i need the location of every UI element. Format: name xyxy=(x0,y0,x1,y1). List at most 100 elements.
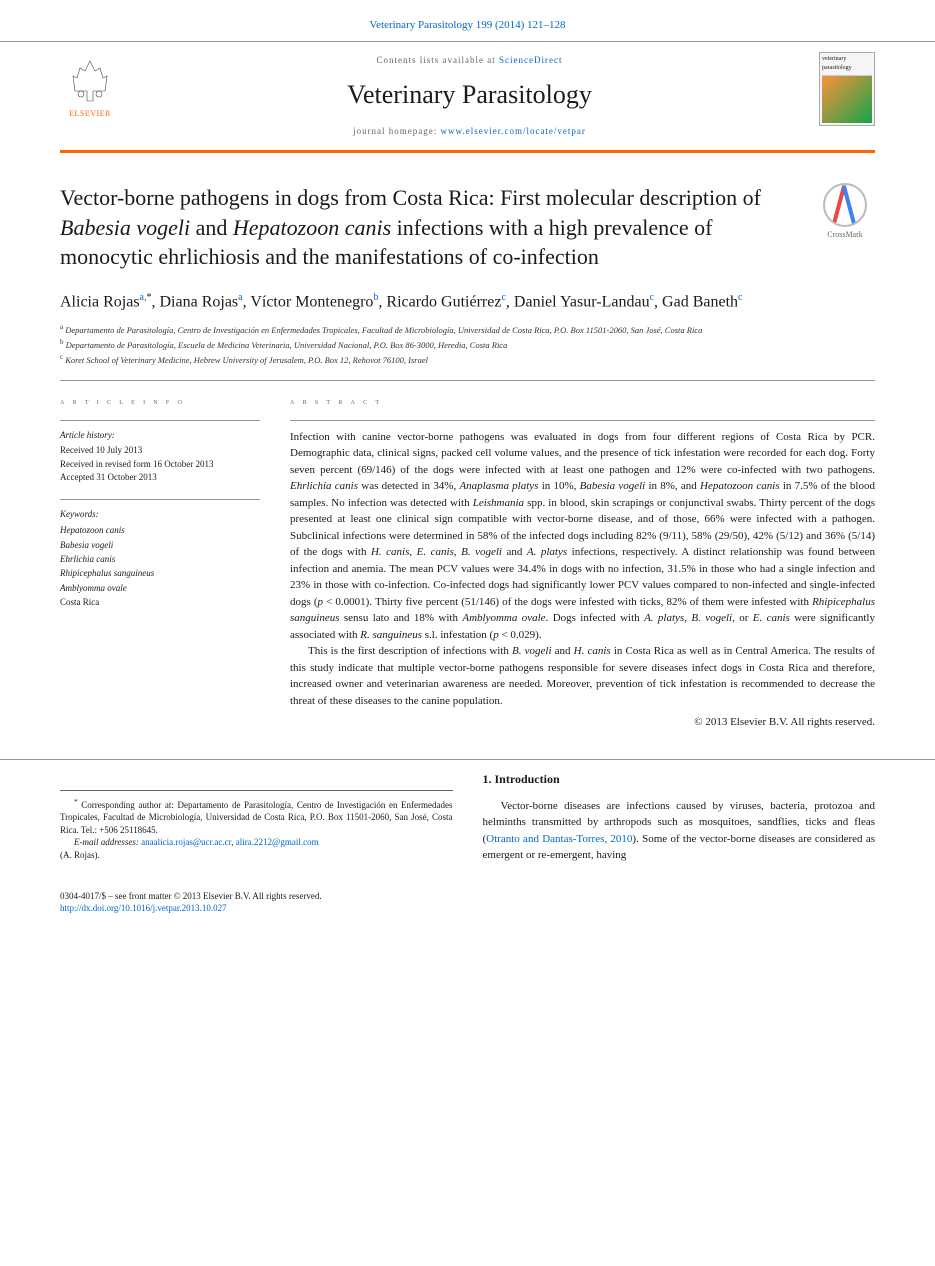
author-3-aff: b xyxy=(373,292,378,303)
footer: 0304-4017/$ – see front matter © 2013 El… xyxy=(0,884,935,935)
article-info-column: A R T I C L E I N F O Article history: R… xyxy=(60,395,260,730)
abs-i16: R. sanguineus xyxy=(360,629,422,641)
elsevier-tree-icon xyxy=(65,56,115,106)
intro-cite-link[interactable]: Otranto and Dantas-Torres, 2010 xyxy=(486,833,632,845)
kw3: Ehrlichia canis xyxy=(60,552,260,566)
abstract-column: A B S T R A C T Infection with canine ve… xyxy=(290,395,875,730)
intro-heading: 1. Introduction xyxy=(483,770,876,788)
history-revised: Received in revised form 16 October 2013 xyxy=(60,458,260,472)
abs-p2b: and xyxy=(552,645,574,657)
history-block: Article history: Received 10 July 2013 R… xyxy=(60,429,260,485)
author-4: Ricardo Gutiérrez xyxy=(386,293,501,310)
corr-email1[interactable]: anaalicia.rojas@ucr.ac.cr xyxy=(141,837,231,847)
abs-p1d: in 8%, and xyxy=(645,480,700,492)
article-main: Vector-borne pathogens in dogs from Cost… xyxy=(0,153,935,751)
keywords-block: Keywords: Hepatozoon canis Babesia vogel… xyxy=(60,508,260,610)
body-columns: * Corresponding author at: Departamento … xyxy=(0,759,935,884)
abs-p1i: and xyxy=(502,546,527,558)
abs-p2i1: B. vogeli xyxy=(512,645,551,657)
kw5: Amblyomma ovale xyxy=(60,581,260,595)
cover-title: veterinary parasitology xyxy=(822,55,872,75)
abs-i13: A. platys xyxy=(644,612,684,624)
keywords-list: Hepatozoon canis Babesia vogeli Ehrlichi… xyxy=(60,523,260,609)
left-body-column: * Corresponding author at: Departamento … xyxy=(60,770,453,864)
author-2-aff: a xyxy=(238,292,242,303)
contents-prefix: Contents lists available at xyxy=(377,55,499,65)
abs-i3: Babesia vogeli xyxy=(580,480,646,492)
abs-p1m: . Dogs infected with xyxy=(546,612,645,624)
abs-i12: Amblyomma ovale xyxy=(462,612,545,624)
aff-b-text: Departamento de Parasitología, Escuela d… xyxy=(66,340,508,350)
title-part1: Vector-borne pathogens in dogs from Cost… xyxy=(60,185,761,210)
sciencedirect-link[interactable]: ScienceDirect xyxy=(499,55,562,65)
elsevier-logo[interactable]: ELSEVIER xyxy=(60,52,120,122)
abs-p1q: s.l. infestation ( xyxy=(422,629,493,641)
abs-p1b: was detected in 34%, xyxy=(358,480,459,492)
info-divider xyxy=(60,420,260,421)
abs-p1l: sensu lato and 18% with xyxy=(340,612,463,624)
info-heading: A R T I C L E I N F O xyxy=(60,395,260,408)
homepage-prefix: journal homepage: xyxy=(353,126,440,136)
affiliations: a Departamento de Parasitología, Centro … xyxy=(60,322,875,366)
crossmark-label: CrossMark xyxy=(827,229,863,240)
abs-p1g: , xyxy=(409,546,416,558)
abs-i7: E. canis xyxy=(417,546,454,558)
abstract-text: Infection with canine vector-borne patho… xyxy=(290,429,875,710)
history-received: Received 10 July 2013 xyxy=(60,444,260,458)
affiliation-b: b Departamento de Parasitología, Escuela… xyxy=(60,337,875,352)
authors-list: Alicia Rojasa,*, Diana Rojasa, Víctor Mo… xyxy=(60,290,875,314)
article-title: Vector-borne pathogens in dogs from Cost… xyxy=(60,183,795,272)
abs-i4: Hepatozoon canis xyxy=(700,480,780,492)
cover-art xyxy=(822,76,872,124)
history-label: Article history: xyxy=(60,429,260,443)
homepage-line: journal homepage: www.elsevier.com/locat… xyxy=(140,125,799,138)
intro-paragraph: Vector-borne diseases are infections cau… xyxy=(483,798,876,864)
kw6: Costa Rica xyxy=(60,595,260,609)
crossmark-badge[interactable]: CrossMark xyxy=(815,183,875,240)
affiliation-a: a Departamento de Parasitología, Centro … xyxy=(60,322,875,337)
kw1: Hepatozoon canis xyxy=(60,523,260,537)
journal-cover-thumb[interactable]: veterinary parasitology xyxy=(819,52,875,126)
kw2: Babesia vogeli xyxy=(60,538,260,552)
author-6-aff: c xyxy=(738,292,742,303)
affiliation-c: c Koret School of Veterinary Medicine, H… xyxy=(60,352,875,367)
title-italic1: Babesia vogeli xyxy=(60,215,190,240)
abs-i8: B. vogeli xyxy=(461,546,502,558)
info-divider2 xyxy=(60,499,260,500)
abs-p1a: Infection with canine vector-borne patho… xyxy=(290,431,875,476)
abs-i15: E. canis xyxy=(753,612,790,624)
corresponding-author-note: * Corresponding author at: Departamento … xyxy=(60,790,453,862)
author-6: Gad Baneth xyxy=(662,293,738,310)
author-1: Alicia Rojas xyxy=(60,293,140,310)
author-3: Víctor Montenegro xyxy=(250,293,373,310)
author-4-aff: c xyxy=(501,292,505,303)
corr-email2[interactable]: alira.2212@gmail.com xyxy=(236,837,319,847)
abstract-divider xyxy=(290,420,875,421)
abs-i6: H. canis xyxy=(371,546,409,558)
abstract-heading: A B S T R A C T xyxy=(290,395,875,408)
abs-p1r: < 0.029). xyxy=(499,629,542,641)
abs-p1c: in 10%, xyxy=(538,480,579,492)
elsevier-label: ELSEVIER xyxy=(69,108,111,119)
title-italic2: Hepatozoon canis xyxy=(233,215,391,240)
right-body-column: 1. Introduction Vector-borne diseases ar… xyxy=(483,770,876,864)
divider-top xyxy=(60,380,875,381)
corr-email-who: (A. Rojas). xyxy=(60,849,453,862)
author-1-aff: a, xyxy=(140,292,147,303)
info-abstract-row: A R T I C L E I N F O Article history: R… xyxy=(60,395,875,730)
homepage-url[interactable]: www.elsevier.com/locate/vetpar xyxy=(441,126,586,136)
contents-available-line: Contents lists available at ScienceDirec… xyxy=(140,54,799,67)
copyright-line: © 2013 Elsevier B.V. All rights reserved… xyxy=(290,715,875,730)
journal-name: Veterinary Parasitology xyxy=(140,77,799,113)
author-5: Daniel Yasur-Landau xyxy=(514,293,650,310)
footer-copyright: 0304-4017/$ – see front matter © 2013 El… xyxy=(60,890,875,903)
crossmark-icon xyxy=(823,183,867,227)
doi-link[interactable]: http://dx.doi.org/10.1016/j.vetpar.2013.… xyxy=(60,903,227,913)
abs-i1: Ehrlichia canis xyxy=(290,480,358,492)
citation-header: Veterinary Parasitology 199 (2014) 121–1… xyxy=(0,0,935,41)
citation-link[interactable]: Veterinary Parasitology 199 (2014) 121–1… xyxy=(369,19,565,31)
aff-c-text: Koret School of Veterinary Medicine, Heb… xyxy=(65,354,428,364)
header-center: Contents lists available at ScienceDirec… xyxy=(140,52,799,138)
history-accepted: Accepted 31 October 2013 xyxy=(60,471,260,485)
abs-p1k: < 0.0001). Thirty five percent (51/146) … xyxy=(323,596,812,608)
